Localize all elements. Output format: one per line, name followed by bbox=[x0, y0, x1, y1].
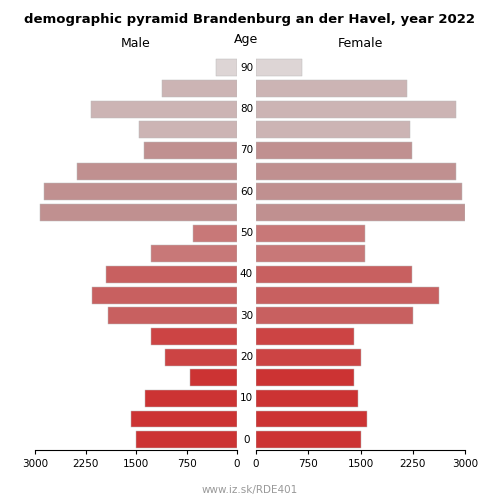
Text: www.iz.sk/RDE401: www.iz.sk/RDE401 bbox=[202, 485, 298, 495]
Text: 50: 50 bbox=[240, 228, 253, 238]
Bar bbox=[256, 224, 364, 242]
Text: 40: 40 bbox=[240, 270, 253, 280]
Text: 60: 60 bbox=[240, 187, 253, 197]
Bar bbox=[256, 142, 412, 159]
Bar bbox=[216, 60, 237, 76]
Bar bbox=[144, 142, 237, 159]
Bar bbox=[256, 204, 465, 221]
Bar bbox=[91, 100, 237, 117]
Bar bbox=[138, 122, 237, 138]
Bar bbox=[130, 410, 237, 428]
Bar bbox=[193, 224, 237, 242]
Bar bbox=[256, 308, 414, 324]
Bar bbox=[256, 60, 302, 76]
Bar bbox=[165, 348, 237, 366]
Bar bbox=[256, 369, 354, 386]
Text: 70: 70 bbox=[240, 146, 253, 156]
Bar bbox=[106, 266, 237, 283]
Text: demographic pyramid Brandenburg an der Havel, year 2022: demographic pyramid Brandenburg an der H… bbox=[24, 12, 475, 26]
Bar bbox=[256, 122, 410, 138]
Bar bbox=[151, 328, 237, 345]
Text: Age: Age bbox=[234, 33, 258, 46]
Bar bbox=[256, 162, 456, 180]
Text: 90: 90 bbox=[240, 63, 253, 73]
Text: 80: 80 bbox=[240, 104, 253, 114]
Bar bbox=[136, 431, 237, 448]
Text: 10: 10 bbox=[240, 394, 253, 404]
Text: 20: 20 bbox=[240, 352, 253, 362]
Bar bbox=[256, 431, 360, 448]
Bar bbox=[78, 162, 237, 180]
Bar bbox=[108, 308, 237, 324]
Bar bbox=[256, 410, 368, 428]
Text: 0: 0 bbox=[243, 434, 250, 444]
Bar bbox=[190, 369, 237, 386]
Text: Male: Male bbox=[121, 36, 151, 50]
Bar bbox=[256, 390, 358, 407]
Bar bbox=[44, 184, 237, 200]
Text: Female: Female bbox=[338, 36, 383, 50]
Text: 30: 30 bbox=[240, 310, 253, 320]
Bar bbox=[256, 80, 407, 97]
Bar bbox=[145, 390, 237, 407]
Bar bbox=[256, 100, 456, 117]
Bar bbox=[256, 328, 354, 345]
Bar bbox=[92, 286, 237, 304]
Bar bbox=[256, 286, 438, 304]
Bar bbox=[40, 204, 237, 221]
Bar bbox=[256, 348, 360, 366]
Bar bbox=[151, 246, 237, 262]
Bar bbox=[256, 266, 412, 283]
Bar bbox=[256, 246, 364, 262]
Bar bbox=[256, 184, 462, 200]
Bar bbox=[162, 80, 237, 97]
